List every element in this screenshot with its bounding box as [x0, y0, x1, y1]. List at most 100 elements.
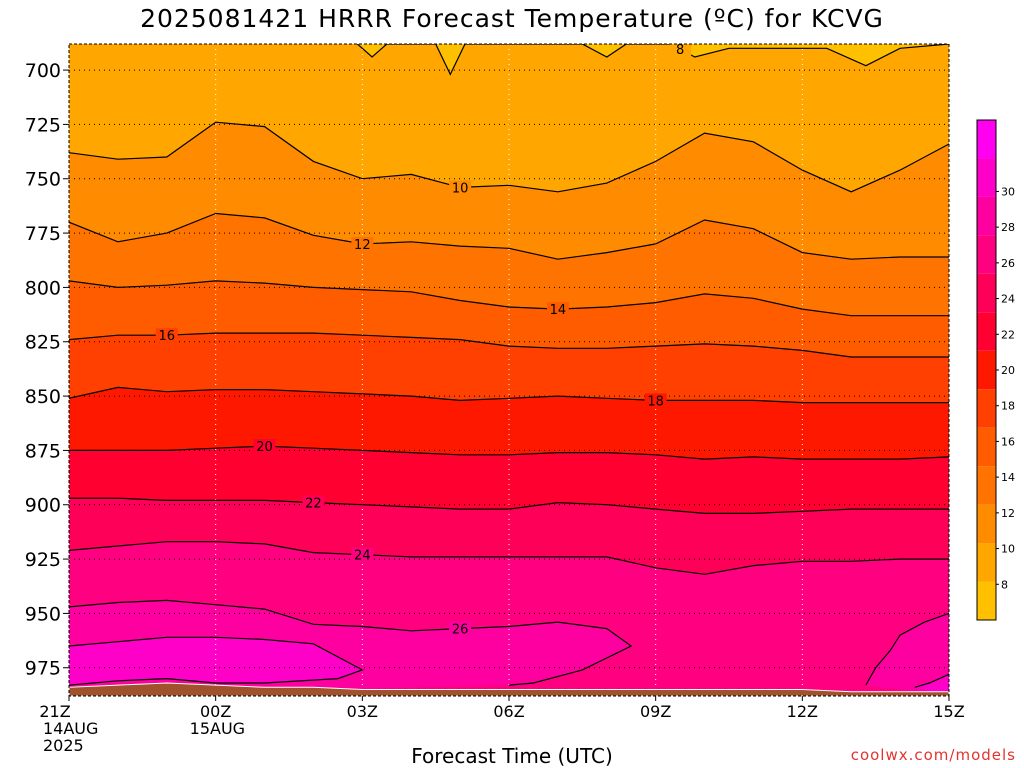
x-tick-label: 06Z — [493, 702, 524, 721]
colorbar-swatch — [977, 389, 996, 428]
colorbar-label: 30 — [1001, 185, 1015, 198]
isotherm-label-bg — [351, 547, 374, 562]
band-22-24 — [69, 498, 949, 575]
x-tick-label: 00Z — [200, 702, 231, 721]
isotherm-label: 20 — [256, 440, 273, 455]
y-tick-label: 825 — [25, 332, 61, 354]
y-tick-label: 725 — [25, 114, 61, 136]
isotherm-20 — [69, 445, 949, 460]
isotherm-label-bg — [253, 439, 276, 454]
isotherm-label: 8 — [676, 43, 684, 58]
band-8-10 — [69, 44, 949, 192]
isotherm-label-bg — [351, 236, 374, 251]
colorbar-label: 8 — [1001, 578, 1008, 591]
y-axis: 700 725 750 775 800 825 850 875 900 925 950 975 — [25, 60, 69, 680]
isotherm-8 — [357, 44, 949, 76]
colorbar-label: 18 — [1001, 400, 1015, 413]
source-credit: coolwx.com/models — [850, 746, 1016, 764]
colorbar-swatch — [977, 235, 996, 274]
y-tick-label: 750 — [25, 169, 61, 191]
isotherm-label-bg — [669, 44, 692, 57]
isotherm-24 — [69, 541, 949, 575]
y-tick-label: 800 — [25, 277, 61, 299]
y-tick-label: 775 — [25, 223, 61, 245]
colorbar-swatch — [977, 158, 996, 197]
y-tick-label: 700 — [25, 60, 61, 82]
colorbar-label: 16 — [1001, 435, 1015, 448]
band-14-16 — [69, 280, 949, 357]
colorbar-label: 24 — [1001, 293, 1015, 306]
y-tick-label: 950 — [25, 603, 61, 625]
x-axis-label: Forecast Time (UTC) — [411, 744, 613, 768]
colorbar-swatch — [977, 466, 996, 505]
isotherm-label: 10 — [452, 181, 469, 196]
y-tick-label: 875 — [25, 440, 61, 462]
x-tick-label: 2025 — [43, 736, 84, 755]
isotherm-26 — [865, 612, 949, 686]
band-pocket-28 — [914, 674, 949, 696]
colorbar-swatch — [977, 312, 996, 351]
colorbar-label: 22 — [1001, 328, 1015, 341]
colorbar-swatch — [977, 350, 996, 390]
x-tick-label: 15AUG — [190, 719, 245, 738]
colorbar-label: 28 — [1001, 221, 1015, 234]
colorbar-label: 10 — [1001, 543, 1015, 556]
isotherm-22 — [69, 497, 949, 514]
band-18-20 — [69, 387, 949, 460]
isotherm-label: 24 — [354, 549, 371, 564]
x-tick-label: 03Z — [347, 702, 378, 721]
colorbar-swatch — [977, 427, 996, 467]
x-tick-label: 12Z — [787, 702, 818, 721]
x-tick-label: 14AUG — [43, 719, 98, 738]
colorbar-swatch — [977, 543, 996, 582]
isotherm-label-bg — [155, 328, 178, 343]
colorbar-label: 12 — [1001, 507, 1015, 520]
isotherm-label-bg — [302, 495, 325, 510]
isotherm-label-bg — [449, 621, 472, 636]
chart-title: 2025081421 HRRR Forecast Temperature (ºC… — [140, 4, 884, 33]
colorbar-swatch — [977, 120, 996, 159]
y-tick-label: 850 — [25, 386, 61, 408]
isotherm-14 — [69, 280, 949, 317]
colorbar-swatch — [977, 273, 996, 313]
plot-area: 8 10 12 14 16 18 20 22 24 26 — [68, 43, 950, 697]
isotherm-label: 12 — [354, 238, 371, 253]
isotherm-label: 26 — [452, 623, 469, 638]
isotherm-label-bg — [644, 393, 667, 408]
isotherm-label: 14 — [550, 303, 567, 318]
isotherm-28 — [69, 636, 364, 686]
isotherm-label: 22 — [305, 497, 322, 512]
ground-surface — [68, 682, 950, 697]
band-16-18 — [69, 333, 949, 403]
band-below-8 — [357, 44, 949, 75]
colorbar-swatch — [977, 581, 996, 620]
colorbar-label: 20 — [1001, 364, 1015, 377]
isotherm-28 — [914, 673, 949, 688]
isotherm-label-bg — [449, 180, 472, 195]
colorbar-swatch — [977, 504, 996, 544]
isotherm-label: 16 — [159, 329, 176, 344]
colorbar-swatch — [977, 196, 996, 236]
colorbar: 8 10 12 14 16 18 20 22 24 26 28 30 — [976, 119, 1015, 621]
colorbar-label: 26 — [1001, 257, 1015, 270]
isotherm-16 — [69, 332, 949, 358]
isotherm-10 — [69, 121, 949, 193]
y-tick-label: 975 — [25, 658, 61, 680]
y-tick-label: 925 — [25, 549, 61, 571]
isotherm-26 — [69, 599, 633, 686]
band-10-12 — [69, 122, 949, 260]
y-tick-label: 900 — [25, 495, 61, 517]
colorbar-label: 14 — [1001, 471, 1015, 484]
isotherm-18 — [69, 386, 949, 404]
isotherm-label-bg — [546, 302, 569, 317]
isotherm-12 — [69, 212, 949, 260]
x-tick-label: 15Z — [933, 702, 964, 721]
isotherm-label: 18 — [647, 394, 664, 409]
contour-lines: 8 10 12 14 16 18 20 22 24 26 — [69, 43, 949, 688]
x-tick-label: 09Z — [640, 702, 671, 721]
grid-lines — [69, 44, 949, 696]
x-tick-label: 21Z — [39, 702, 70, 721]
band-pocket-26 — [865, 613, 949, 696]
